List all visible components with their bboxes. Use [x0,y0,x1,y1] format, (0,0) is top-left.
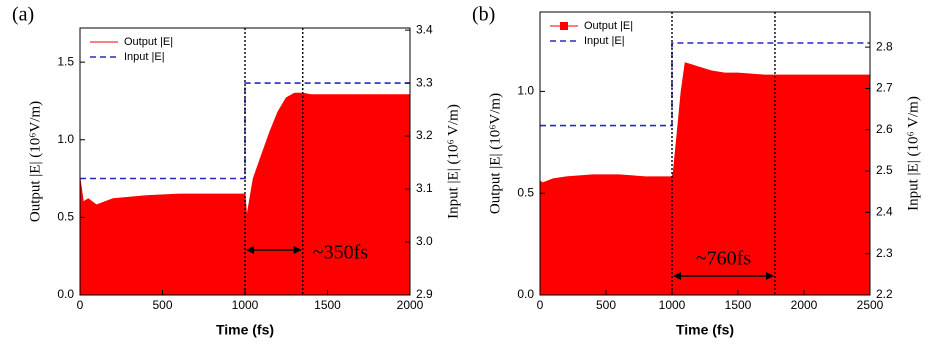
output-area [539,62,871,296]
y-axis-label: Output |E| (10⁶V/m) [487,93,503,214]
y2-axis-label: Input |E| (10⁶ V/m) [905,96,921,211]
legend-label: Input |E| [124,51,165,63]
legend-marker [560,22,568,30]
y2-tick-label: 2.4 [876,205,893,219]
annotation: ~350fs [313,242,368,264]
x-axis-label: Time (fs) [216,322,274,338]
x-tick-label: 1500 [314,298,341,312]
y-tick-label: 1.0 [57,132,74,146]
x-tick-label: 0 [77,298,84,312]
y2-tick-label: 2.6 [876,122,893,136]
y2-tick-label: 2.8 [876,39,893,53]
y2-tick-label: 2.2 [876,287,893,301]
x-tick-label: 2000 [397,298,424,312]
panel-label: (a) [12,4,34,26]
y-tick-label: 0.5 [57,210,74,224]
x-tick-label: 500 [596,298,616,312]
legend-label: Output |E| [584,20,633,32]
x-tick-label: 2500 [857,298,884,312]
annotation: ~760fs [696,248,751,270]
y-tick-label: 0.5 [517,185,534,199]
panel-label: (b) [472,4,495,26]
y2-tick-label: 2.9 [416,287,433,301]
x-tick-label: 1000 [659,298,686,312]
x-tick-label: 2000 [791,298,818,312]
legend-label: Input |E| [584,35,625,47]
y-tick-label: 1.5 [57,54,74,68]
y2-tick-label: 3.3 [416,75,433,89]
y2-tick-label: 2.5 [876,163,893,177]
x-axis-label: Time (fs) [676,322,734,338]
input-line [80,82,410,180]
x-tick-label: 1500 [725,298,752,312]
y2-axis-label: Input |E| (10⁶ V/m) [445,104,461,219]
x-tick-label: 1000 [232,298,259,312]
y2-tick-label: 3.0 [416,234,433,248]
y-tick-label: 1.0 [517,84,534,98]
legend-label: Output |E| [124,36,173,48]
y2-tick-label: 2.7 [876,81,893,95]
x-tick-label: 0 [537,298,544,312]
y-tick-label: 0.0 [517,287,534,301]
y-axis-label: Output |E| (10⁶V/m) [27,101,43,222]
y2-tick-label: 3.1 [416,181,433,195]
output-area [79,92,411,296]
y-tick-label: 0.0 [57,287,74,301]
y2-tick-label: 2.3 [876,246,893,260]
y2-tick-label: 3.2 [416,128,433,142]
y2-tick-label: 3.4 [416,22,433,36]
x-tick-label: 500 [152,298,172,312]
plot-frame [539,11,871,296]
